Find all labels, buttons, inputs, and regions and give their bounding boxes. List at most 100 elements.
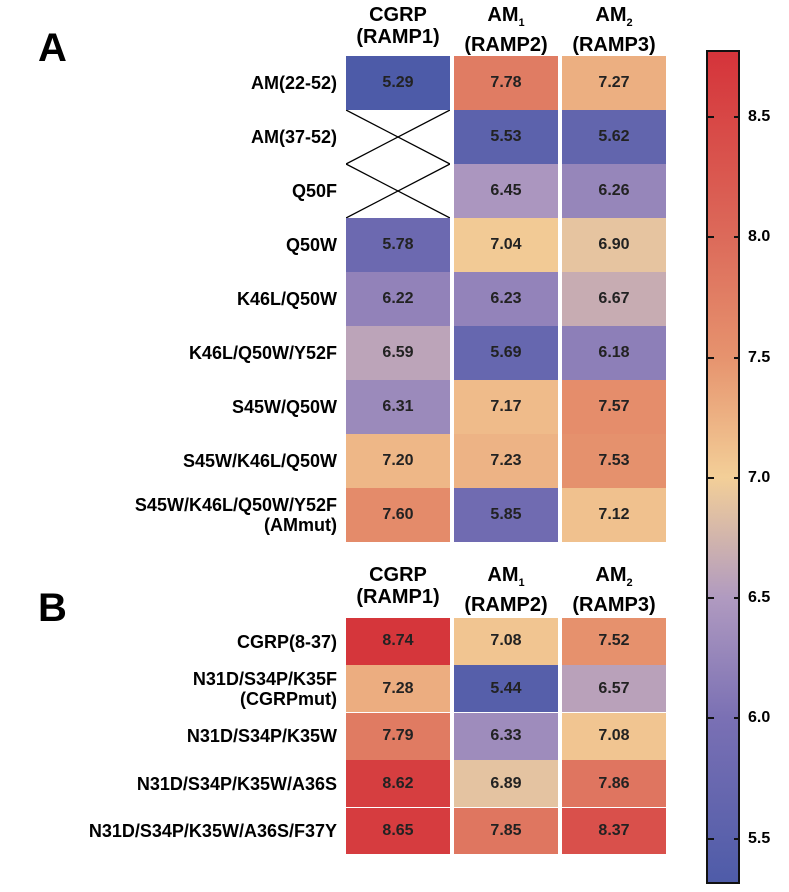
heatmap-cell: 7.53 bbox=[562, 434, 666, 488]
colorbar-tick bbox=[706, 717, 740, 720]
heatmap-cell: 6.23 bbox=[454, 272, 558, 326]
row-label-line: S45W/K46L/Q50W bbox=[182, 451, 337, 471]
column-receptor: (RAMP2) bbox=[464, 34, 548, 56]
column-header: AM1 (RAMP2) bbox=[451, 4, 561, 56]
row-label-line: S45W/K46L/Q50W/Y52F bbox=[134, 495, 337, 515]
heatmap-cell: 5.29 bbox=[346, 56, 450, 110]
colorbar bbox=[706, 50, 740, 884]
column-header: AM2 (RAMP3) bbox=[559, 4, 669, 56]
heatmap-cell: 5.44 bbox=[454, 665, 558, 713]
column-receptor: (RAMP3) bbox=[572, 34, 656, 56]
heatmap-cell: 5.69 bbox=[454, 326, 558, 380]
heatmap-cell: 6.59 bbox=[346, 326, 450, 380]
row-label: AM(37-52) bbox=[251, 110, 337, 164]
row-label: K46L/Q50W/Y52F bbox=[189, 326, 337, 380]
heatmap-cell: 6.18 bbox=[562, 326, 666, 380]
row-label: N31D/S34P/K35W/A36S/F37Y bbox=[89, 808, 337, 855]
row-label-line: (CGRPmut) bbox=[240, 689, 337, 710]
column-header: AM1 (RAMP2) bbox=[451, 564, 561, 616]
column-subscript: 1 bbox=[518, 577, 525, 589]
row-label: N31D/S34P/K35F (CGRPmut) bbox=[193, 665, 337, 712]
missing-data-cross bbox=[346, 110, 450, 218]
row-label-line: N31D/S34P/K35W/A36S/F37Y bbox=[88, 821, 337, 842]
heatmap-cell: 7.08 bbox=[454, 618, 558, 665]
heatmap-cell: 7.17 bbox=[454, 380, 558, 434]
row-label-line: N31D/S34P/K35W/A36S bbox=[136, 773, 337, 794]
heatmap-cell: 6.33 bbox=[454, 712, 558, 760]
heatmap-cell: 7.12 bbox=[562, 488, 666, 542]
heatmap-cell: 5.85 bbox=[454, 488, 558, 542]
heatmap-cell: 7.28 bbox=[346, 665, 450, 713]
colorbar-tick bbox=[706, 837, 740, 840]
row-label-line: K46L/Q50W/Y52F bbox=[188, 343, 337, 363]
column-name: AM bbox=[595, 564, 627, 586]
row-label-line: AM(37-52) bbox=[250, 127, 337, 147]
heatmap-cell: 8.65 bbox=[346, 807, 450, 855]
row-label-line: CGRP(8-37) bbox=[236, 631, 337, 652]
colorbar-tick-label: 6.0 bbox=[748, 709, 771, 727]
column-name: AM bbox=[487, 564, 519, 586]
heatmap-cell: 7.52 bbox=[562, 618, 666, 665]
colorbar-tick-label: 6.5 bbox=[748, 589, 771, 607]
colorbar-tick-label: 5.5 bbox=[748, 829, 771, 847]
panel-label-a: A bbox=[38, 26, 67, 70]
heatmap-cell: 8.37 bbox=[562, 807, 666, 855]
column-name: CGRP bbox=[369, 564, 427, 586]
row-label: N31D/S34P/K35W/A36S bbox=[137, 760, 337, 807]
row-label: S45W/K46L/Q50W/Y52F (AMmut) bbox=[135, 488, 337, 542]
colorbar-tick bbox=[706, 476, 740, 479]
heatmap-cell: 6.89 bbox=[454, 760, 558, 808]
row-label: N31D/S34P/K35W bbox=[187, 713, 337, 760]
row-label-line: Q50F bbox=[291, 181, 337, 201]
column-header: CGRP (RAMP1) bbox=[343, 4, 453, 48]
column-header: AM2 (RAMP3) bbox=[559, 564, 669, 616]
colorbar-tick-label: 7.0 bbox=[748, 468, 771, 486]
heatmap-cell: 7.79 bbox=[346, 712, 450, 760]
heatmap-cell: 7.08 bbox=[562, 712, 666, 760]
column-receptor: (RAMP1) bbox=[356, 26, 440, 48]
row-label-line: S45W/Q50W bbox=[231, 397, 337, 417]
column-subscript: 2 bbox=[626, 17, 633, 29]
colorbar-tick bbox=[706, 356, 740, 359]
column-receptor: (RAMP2) bbox=[464, 594, 548, 616]
heatmap-cell: 5.53 bbox=[454, 110, 558, 164]
cross-line bbox=[346, 110, 450, 165]
heatmap-cell: 6.26 bbox=[562, 164, 666, 218]
heatmap-cell: 6.45 bbox=[454, 164, 558, 218]
heatmap-cell: 6.57 bbox=[562, 665, 666, 713]
row-label: K46L/Q50W bbox=[237, 272, 337, 326]
column-subscript: 1 bbox=[518, 17, 525, 29]
column-name: AM bbox=[595, 4, 627, 26]
heatmap-cell: 8.62 bbox=[346, 760, 450, 808]
colorbar-tick bbox=[706, 597, 740, 600]
row-label-line: AM(22-52) bbox=[250, 73, 337, 93]
heatmap-cell: 7.04 bbox=[454, 218, 558, 272]
column-header: CGRP (RAMP1) bbox=[343, 564, 453, 608]
cross-line bbox=[346, 163, 450, 218]
row-label-line: (AMmut) bbox=[264, 515, 337, 535]
row-label: CGRP(8-37) bbox=[237, 618, 337, 665]
colorbar-tick-label: 8.5 bbox=[748, 107, 771, 125]
column-subscript: 2 bbox=[626, 577, 633, 589]
row-label-line: K46L/Q50W bbox=[236, 289, 337, 309]
heatmap-cell: 8.74 bbox=[346, 618, 450, 665]
row-label: Q50W bbox=[286, 218, 337, 272]
heatmap-cell: 6.90 bbox=[562, 218, 666, 272]
column-receptor: (RAMP3) bbox=[572, 594, 656, 616]
colorbar-tick bbox=[706, 236, 740, 239]
heatmap-cell: 7.27 bbox=[562, 56, 666, 110]
heatmap-cell: 7.78 bbox=[454, 56, 558, 110]
heatmap-cell: 6.31 bbox=[346, 380, 450, 434]
heatmap-cell: 5.62 bbox=[562, 110, 666, 164]
row-label-line: N31D/S34P/K35F bbox=[192, 669, 337, 690]
heatmap-cell: 6.67 bbox=[562, 272, 666, 326]
row-label: Q50F bbox=[292, 164, 337, 218]
column-name: AM bbox=[487, 4, 519, 26]
row-label-line: Q50W bbox=[285, 235, 337, 255]
heatmap-cell: 7.20 bbox=[346, 434, 450, 488]
panel-label-b: B bbox=[38, 586, 67, 630]
heatmap-cell: 6.22 bbox=[346, 272, 450, 326]
heatmap-cell: 7.23 bbox=[454, 434, 558, 488]
row-label: S45W/K46L/Q50W bbox=[183, 434, 337, 488]
